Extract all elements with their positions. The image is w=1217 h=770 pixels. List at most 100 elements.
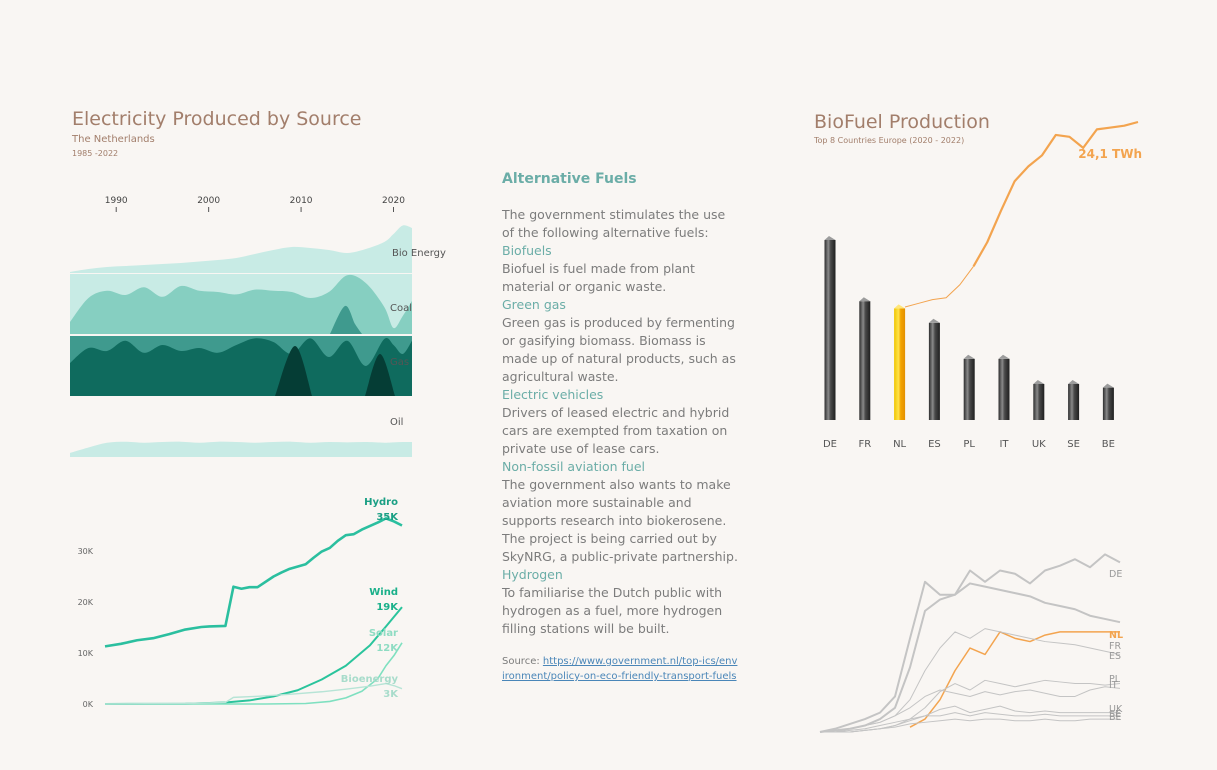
section-text-biofuels: Biofuel is fuel made from plant material… — [502, 261, 695, 294]
ridge-area-bio-energy — [70, 225, 412, 273]
line-solar — [105, 642, 403, 705]
bar-label-de: DE — [823, 439, 837, 450]
bar-label-it: IT — [999, 439, 1009, 450]
country-label-be: BE — [1109, 712, 1122, 723]
bar-cap — [1068, 380, 1080, 384]
country-label-it: IT — [1109, 680, 1118, 691]
ridge-accent — [365, 354, 395, 396]
ridge-area-gas — [70, 338, 412, 396]
biofuel-bar-chart: DE FR NL ES PL IT UK SE BE 24,1 TWh — [823, 120, 1142, 450]
section-title-electric-vehicles: Electric vehicles — [502, 387, 604, 402]
bar-uk — [1033, 384, 1045, 420]
ridge-accent — [330, 305, 362, 334]
source-label: Source: — [502, 656, 543, 667]
section-text-electric-vehicles: Drivers of leased electric and hybrid ca… — [502, 405, 730, 456]
biofuel-subtitle: Top 8 Countries Europe (2020 - 2022) — [814, 136, 965, 145]
bar-es — [928, 322, 940, 420]
country-line-fr — [819, 582, 1121, 733]
x-tick-label: 2020 — [382, 196, 405, 206]
y-tick-label: 30K — [78, 547, 94, 556]
line-bioenergy — [104, 682, 403, 705]
bar-cap — [963, 354, 975, 359]
section-title-hydrogen: Hydrogen — [502, 567, 563, 582]
section-text-green-gas: Green gas is produced by fermenting or g… — [502, 315, 736, 384]
x-tick-label: 1990 — [105, 196, 128, 206]
bar-label-nl: NL — [893, 439, 906, 450]
y-tick-label: 10K — [78, 649, 94, 658]
country-line-de — [819, 553, 1121, 733]
country-label-es: ES — [1109, 651, 1121, 662]
country-line-nl — [909, 631, 1120, 728]
source-line: Source: https://www.government.nl/top-ic… — [502, 654, 740, 684]
line-hydro — [104, 517, 403, 648]
country-label-fr: FR — [1109, 641, 1121, 652]
country-label-se: SE — [1109, 709, 1121, 720]
series-label-bioenergy: Bioenergy — [341, 674, 399, 685]
series-label-hydro: Hydro — [364, 497, 398, 508]
bar-cap — [859, 297, 871, 302]
country-line-pl — [820, 679, 1121, 733]
x-tick-label: 2010 — [290, 196, 313, 206]
series-value-hydro: 35K — [376, 512, 399, 523]
bar-nl — [894, 308, 906, 420]
bar-label-fr: FR — [858, 439, 871, 450]
series-label-wind: Wind — [369, 587, 398, 598]
line-wind — [104, 606, 403, 705]
bar-se — [1068, 384, 1080, 420]
nl-overlay-value: 24,1 TWh — [1078, 147, 1142, 161]
bar-cap — [894, 304, 906, 309]
series-value-bioenergy: 3K — [383, 689, 399, 700]
nl-overlay-thin — [904, 266, 974, 308]
section-title-green-gas: Green gas — [502, 297, 566, 312]
bar-it — [998, 358, 1010, 420]
bar-cap — [1033, 380, 1045, 384]
section-text-hydrogen: To familiarise the Dutch public with hyd… — [502, 585, 723, 636]
bar-de — [824, 240, 836, 420]
ridge-area-coal — [70, 274, 412, 334]
bar-cap — [998, 354, 1010, 359]
section-text-aviation-fuel: The government also wants to make aviati… — [502, 477, 738, 564]
ridgeline-chart: 1990 2000 2010 2020 Bio Energy Coal Gas Oil — [70, 196, 446, 457]
country-label-nl: NL — [1109, 630, 1123, 641]
country-label-pl: PL — [1109, 674, 1121, 685]
bar-label-uk: UK — [1032, 439, 1046, 450]
series-value-solar: 12K — [376, 643, 399, 654]
ridge-label-bio-energy: Bio Energy — [392, 248, 446, 259]
bar-pl — [963, 358, 975, 420]
country-label-de: DE — [1109, 569, 1122, 580]
electricity-period: 1985 -2022 — [72, 149, 119, 158]
alternative-fuels-heading: Alternative Fuels — [502, 171, 637, 187]
country-label-uk: UK — [1109, 704, 1123, 715]
ridge-label-oil: Oil — [390, 417, 403, 428]
y-tick-label: 20K — [78, 598, 94, 607]
nl-overlay-line — [972, 120, 1139, 267]
source-link[interactable]: https://www.government.nl/top-ics/enviro… — [502, 656, 738, 682]
y-tick-label: 0K — [83, 700, 94, 709]
bar-cap — [1102, 383, 1114, 388]
intro-text: The government stimulates the use of the… — [502, 207, 726, 240]
biofuel-title: BioFuel Production — [814, 111, 990, 133]
bar-label-be: BE — [1102, 439, 1115, 450]
ridge-label-coal: Coal — [390, 303, 412, 314]
ridge-accent — [275, 346, 312, 396]
ridge-area-oil — [70, 441, 412, 457]
bar-be — [1102, 387, 1114, 420]
electricity-title: Electricity Produced by Source — [72, 108, 362, 130]
bar-label-pl: PL — [963, 439, 975, 450]
bar-label-es: ES — [928, 439, 941, 450]
section-title-biofuels: Biofuels — [502, 243, 552, 258]
electricity-subtitle: The Netherlands — [72, 134, 155, 145]
renewables-line-chart: 0K 10K 20K 30K Hydro 35K Wind 19K Solar 12K Bioene… — [78, 497, 403, 709]
bar-cap — [928, 318, 940, 323]
x-tick-label: 2000 — [197, 196, 220, 206]
country-line-be — [820, 718, 1120, 733]
ridge-label-gas: Gas — [390, 357, 409, 368]
country-line-it — [820, 686, 1121, 733]
alternative-fuels-text: Alternative Fuels The government stimula… — [502, 170, 740, 684]
country-line-es — [819, 628, 1121, 733]
bar-cap — [824, 236, 836, 240]
country-line-se — [820, 712, 1120, 733]
bar-fr — [859, 301, 871, 420]
section-title-aviation-fuel: Non-fossil aviation fuel — [502, 459, 646, 474]
